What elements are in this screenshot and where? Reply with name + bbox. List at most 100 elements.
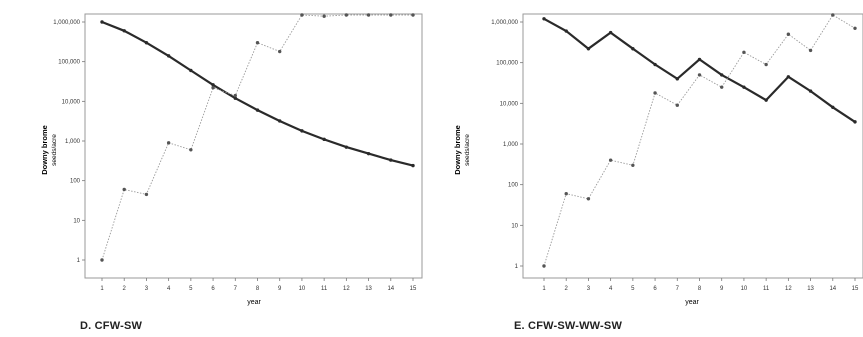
x-tick-label: 15: [410, 286, 417, 292]
y-tick-label: 10: [511, 223, 518, 229]
data-point: [100, 258, 104, 262]
data-point: [764, 98, 768, 102]
data-point: [144, 41, 149, 45]
data-point: [542, 264, 546, 268]
data-point: [189, 148, 193, 152]
data-point: [255, 108, 260, 112]
data-point: [764, 62, 768, 67]
data-point: [322, 137, 326, 142]
x-tick-label: 1: [100, 286, 104, 292]
data-point: [720, 85, 724, 89]
data-point: [786, 75, 791, 79]
x-tick-label: 12: [785, 286, 792, 292]
x-tick-label: 12: [343, 286, 350, 292]
y-tick-label: 10: [73, 218, 80, 224]
x-tick-label: 6: [653, 286, 657, 292]
data-point: [564, 191, 568, 196]
chart-caption: D. CFW-SW: [80, 320, 143, 332]
plot-frame: [84, 13, 423, 279]
data-point: [653, 62, 657, 67]
x-tick-label: 14: [387, 286, 394, 292]
x-tick-label: 10: [299, 286, 306, 292]
y-tick-label: 100: [508, 183, 519, 189]
data-point: [675, 77, 679, 81]
data-point: [564, 29, 568, 33]
data-point: [831, 105, 835, 109]
data-point: [211, 86, 215, 90]
x-tick-label: 14: [829, 286, 836, 292]
data-point: [255, 41, 260, 45]
y-tick-label: 10,000: [500, 101, 519, 107]
plot-frame: [522, 13, 863, 279]
data-point: [808, 89, 813, 93]
data-point: [853, 120, 857, 124]
data-point: [720, 73, 724, 77]
data-point: [831, 13, 835, 17]
y-axis-label: Downy brome: [453, 125, 462, 175]
x-tick-label: 3: [587, 286, 591, 292]
y-tick-label: 10,000: [62, 99, 81, 105]
data-point: [631, 47, 635, 51]
series-line-light: [101, 14, 413, 261]
data-point: [542, 17, 546, 21]
x-tick-label: 4: [609, 286, 613, 292]
x-tick-label: 2: [123, 286, 127, 292]
x-tick-label: 13: [807, 286, 814, 292]
y-tick-label: 100,000: [496, 61, 518, 67]
data-point: [300, 129, 304, 133]
x-tick-label: 9: [278, 286, 282, 292]
y-tick-label: 1: [77, 258, 81, 264]
x-tick-label: 5: [189, 286, 193, 292]
y-tick-label: 100,000: [58, 60, 80, 66]
y-tick-label: 1: [515, 264, 519, 270]
x-tick-label: 11: [321, 286, 328, 292]
data-point: [278, 49, 282, 54]
data-point: [189, 68, 193, 73]
x-tick-label: 10: [741, 286, 748, 292]
data-point: [742, 50, 746, 54]
data-point: [808, 48, 813, 53]
data-point: [344, 145, 349, 149]
x-tick-label: 8: [256, 286, 260, 292]
data-point: [366, 13, 371, 17]
y-tick-label: 1,000: [65, 139, 81, 145]
data-point: [211, 83, 215, 87]
y-tick-label: 100: [70, 179, 81, 185]
chart-caption: E. CFW-SW-WW-SW: [514, 320, 623, 332]
data-point: [166, 141, 171, 145]
data-point: [278, 119, 282, 123]
data-point: [166, 54, 171, 58]
data-point: [631, 163, 635, 167]
y-axis-sublabel: seeds/acre: [464, 134, 471, 166]
series-line-light: [543, 14, 856, 267]
y-tick-label: 1,000,000: [53, 20, 80, 26]
data-point: [853, 26, 857, 30]
x-tick-label: 6: [211, 286, 215, 292]
x-tick-label: 7: [676, 286, 680, 292]
x-tick-label: 8: [698, 286, 702, 292]
data-point: [742, 85, 746, 89]
y-axis-label: Downy brome: [40, 125, 49, 175]
y-axis-sublabel: seeds/acre: [51, 134, 58, 166]
y-tick-label: 1,000,000: [491, 20, 518, 26]
x-tick-label: 15: [852, 286, 859, 292]
x-tick-label: 2: [565, 286, 569, 292]
data-point: [411, 163, 415, 168]
data-point: [697, 73, 702, 77]
x-axis-label: year: [247, 299, 261, 306]
data-point: [697, 57, 702, 62]
data-point: [144, 192, 149, 197]
x-tick-label: 1: [542, 286, 546, 292]
data-point: [586, 47, 591, 51]
data-point: [411, 13, 415, 17]
data-point: [608, 158, 613, 162]
data-point: [786, 32, 791, 36]
x-tick-label: 5: [631, 286, 635, 292]
x-tick-label: 3: [145, 286, 149, 292]
data-point: [608, 30, 613, 35]
x-axis-label: year: [685, 299, 699, 306]
